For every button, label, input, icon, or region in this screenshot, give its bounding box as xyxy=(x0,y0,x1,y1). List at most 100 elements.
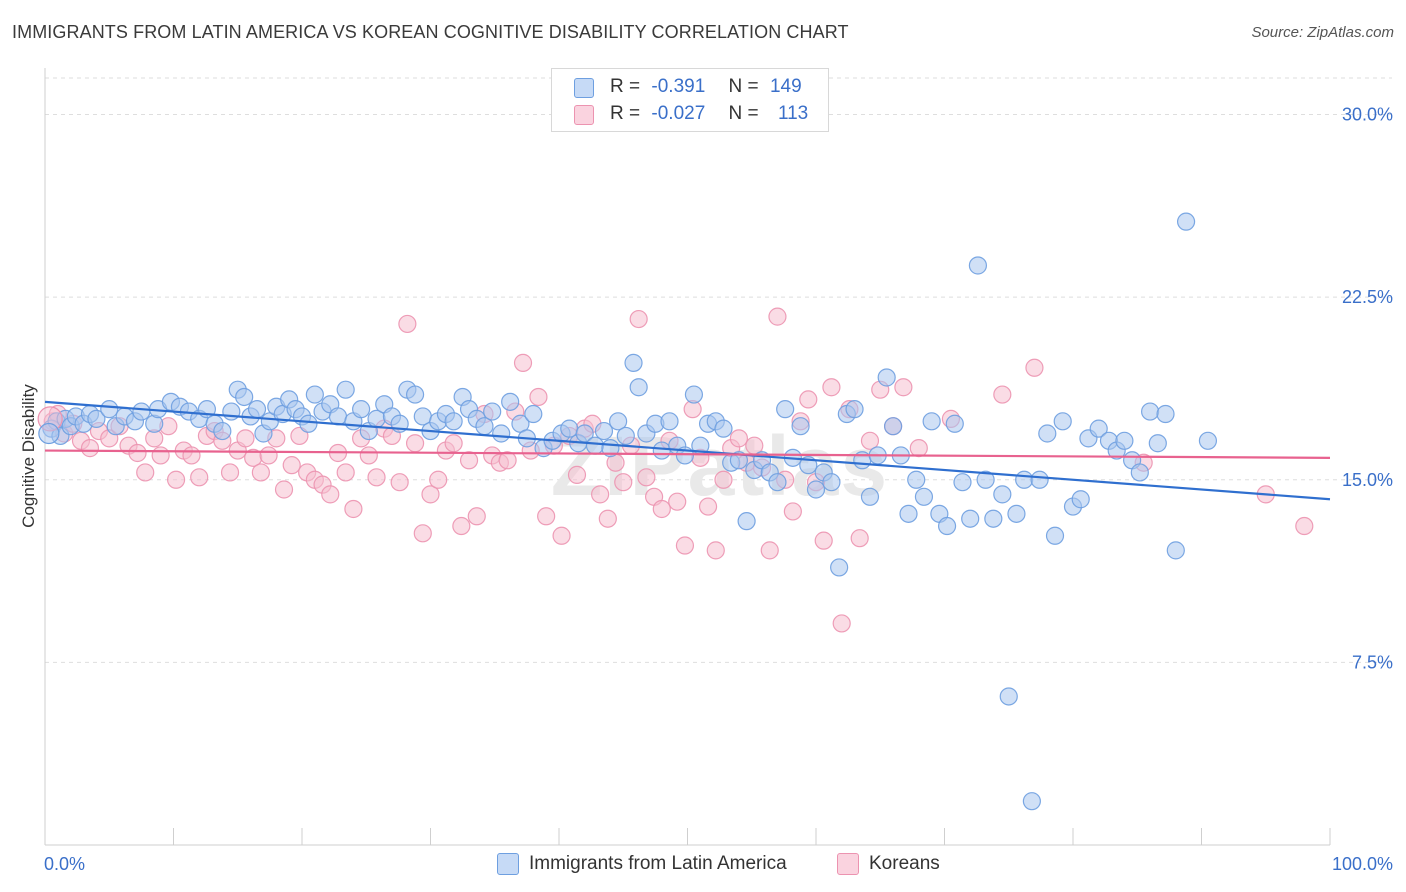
point-latin-america xyxy=(1071,490,1090,509)
legend-n-value: 149 xyxy=(769,76,802,97)
point-latin-america xyxy=(524,404,543,424)
point-korean xyxy=(675,536,695,555)
point-latin-america xyxy=(336,380,355,399)
point-korean xyxy=(151,446,170,465)
point-latin-america xyxy=(1022,792,1041,811)
point-korean xyxy=(190,468,209,487)
point-korean xyxy=(80,439,100,458)
axes xyxy=(44,68,1331,846)
point-latin-america xyxy=(247,400,267,419)
point-korean xyxy=(459,451,479,470)
point-latin-america xyxy=(1015,470,1034,489)
y-tick-label: 7.5% xyxy=(1352,652,1393,672)
point-latin-america xyxy=(768,473,787,492)
point-korean xyxy=(359,446,378,465)
point-latin-america xyxy=(616,426,635,446)
point-korean xyxy=(220,463,240,482)
point-korean xyxy=(1025,358,1044,377)
point-korean xyxy=(321,485,340,504)
trend-line-latin-america xyxy=(44,400,1331,501)
point-latin-america xyxy=(953,473,972,492)
point-korean xyxy=(850,529,869,548)
point-latin-america xyxy=(976,470,995,489)
point-latin-america xyxy=(235,387,254,407)
point-latin-america xyxy=(714,419,733,438)
point-latin-america xyxy=(1156,404,1175,424)
point-korean xyxy=(290,426,309,446)
point-latin-america xyxy=(907,470,926,489)
point-korean xyxy=(598,509,617,528)
chart-source: Source: ZipAtlas.com xyxy=(1251,24,1394,41)
point-korean xyxy=(236,429,255,448)
point-latin-america xyxy=(629,378,648,397)
point-latin-america xyxy=(729,451,749,470)
point-latin-america xyxy=(845,400,864,419)
point-latin-america xyxy=(993,485,1012,504)
y-axis-label: Cognitive Disability xyxy=(19,384,38,528)
legend-swatch-pink xyxy=(574,105,594,125)
point-latin-america xyxy=(299,414,318,433)
point-latin-america xyxy=(922,412,941,431)
point-latin-america xyxy=(791,417,810,436)
point-latin-america xyxy=(776,400,795,419)
point-korean xyxy=(405,434,425,453)
point-latin-america xyxy=(594,421,614,441)
bottom-legend-label: Immigrants from Latin America xyxy=(529,853,787,874)
legend-r-value: -0.027 xyxy=(651,103,706,124)
y-tick-label: 22.5% xyxy=(1342,287,1393,307)
legend-r-value: -0.391 xyxy=(651,76,706,97)
trend-lines xyxy=(44,400,1331,501)
point-korean xyxy=(498,451,517,470)
point-latin-america xyxy=(100,400,119,419)
point-latin-america xyxy=(937,516,957,536)
point-latin-america xyxy=(1089,419,1108,438)
point-latin-america xyxy=(737,512,756,531)
point-korean xyxy=(714,470,733,489)
legend-n-value: 113 xyxy=(777,103,809,124)
point-latin-america xyxy=(984,509,1003,528)
point-latin-america xyxy=(213,421,232,441)
legend-r-label: R = xyxy=(610,103,641,124)
point-korean xyxy=(452,516,471,536)
legend-swatch-blue xyxy=(574,78,594,98)
point-korean xyxy=(591,485,610,504)
point-korean xyxy=(652,499,671,519)
point-latin-america xyxy=(1176,212,1196,231)
point-korean xyxy=(136,463,155,482)
x-tick-label: 100.0% xyxy=(1332,854,1393,874)
point-korean xyxy=(567,465,587,484)
point-latin-america xyxy=(492,424,511,443)
point-latin-america xyxy=(961,509,980,528)
point-latin-america xyxy=(444,412,463,431)
point-latin-america-cluster xyxy=(38,422,60,445)
point-latin-america xyxy=(483,402,502,421)
point-korean xyxy=(390,473,409,492)
point-korean xyxy=(413,524,432,543)
point-korean xyxy=(760,541,779,560)
point-korean xyxy=(467,507,486,526)
point-latin-america xyxy=(899,504,918,523)
point-korean xyxy=(182,446,201,465)
point-korean xyxy=(668,492,687,511)
point-korean xyxy=(894,378,913,397)
bottom-legend-swatch-blue xyxy=(497,853,519,875)
point-latin-america xyxy=(684,385,704,404)
point-korean xyxy=(783,502,802,521)
point-latin-america xyxy=(999,687,1018,706)
bottom-legend-swatch-pink xyxy=(837,853,859,875)
point-korean xyxy=(429,470,448,489)
point-korean xyxy=(822,378,841,397)
point-korean xyxy=(367,468,386,487)
bottom-legend-label: Koreans xyxy=(869,853,940,874)
point-latin-america xyxy=(1166,541,1185,560)
chart-title: IMMIGRANTS FROM LATIN AMERICA VS KOREAN … xyxy=(12,22,849,42)
point-korean xyxy=(1295,516,1314,536)
point-korean xyxy=(799,390,818,409)
point-korean xyxy=(529,387,548,407)
point-korean xyxy=(909,439,928,458)
point-latin-america xyxy=(87,409,106,428)
point-korean xyxy=(421,485,440,504)
point-korean xyxy=(832,614,851,633)
point-korean xyxy=(282,456,301,475)
